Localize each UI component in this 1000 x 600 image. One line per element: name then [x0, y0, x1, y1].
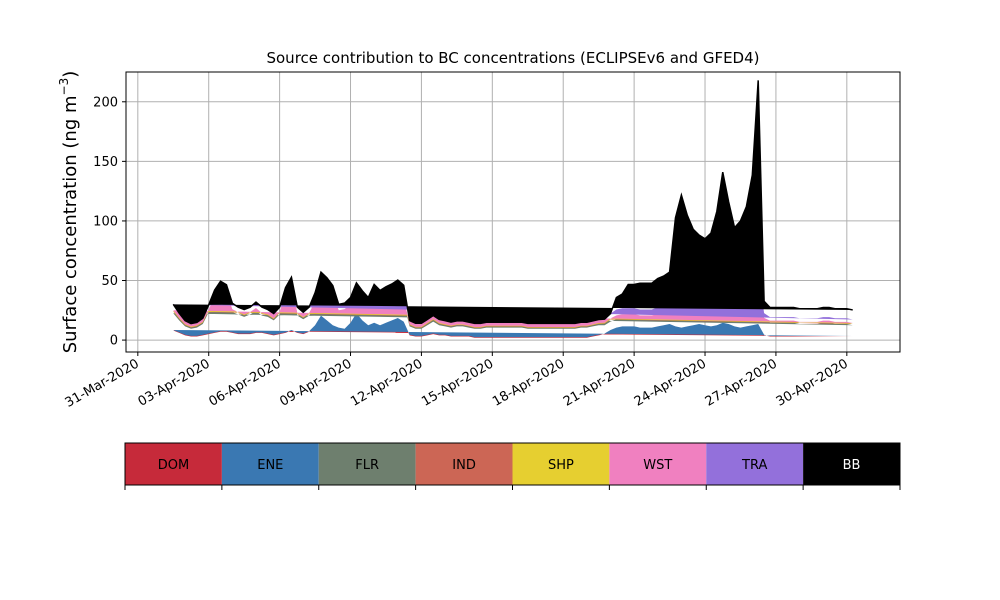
plot-frame	[125, 71, 901, 353]
legend-label-bb: BB	[843, 458, 861, 473]
legend-swatch-flr	[318, 443, 416, 485]
legend-colorbar: DOM ENE FLR IND SHP WST TRA BB	[124, 442, 901, 490]
y-axis-ticks: 0 50 100 150 200	[93, 95, 126, 349]
legend-swatch-wst	[609, 443, 707, 485]
y-axis-label-main: Surface concentration (ng m	[60, 95, 81, 353]
y-tick-label: 0	[110, 334, 118, 349]
legend-swatch-ind	[415, 443, 513, 485]
y-tick-label: 100	[93, 214, 118, 229]
legend-label-flr: FLR	[355, 458, 379, 473]
y-axis-label-close: )	[60, 71, 81, 78]
area-tra	[173, 267, 853, 324]
legend-label-dom: DOM	[158, 458, 189, 473]
legend-label-wst: WST	[643, 458, 672, 473]
y-axis-label-exponent: −3	[57, 78, 71, 96]
area-bb	[173, 80, 853, 324]
legend-swatch-shp	[512, 443, 610, 485]
y-tick-label: 150	[93, 155, 118, 170]
legend-label-shp: SHP	[548, 458, 574, 473]
y-tick-label: 200	[93, 95, 118, 110]
legend-label-tra: TRA	[741, 458, 767, 473]
total-outline	[172, 80, 853, 325]
area-ene	[173, 313, 853, 338]
legend-swatch-dom	[125, 443, 222, 485]
chart-title: Source contribution to BC concentrations…	[266, 49, 759, 67]
total-line	[172, 80, 853, 325]
legend-swatch-ene	[221, 443, 319, 485]
y-tick-label: 50	[101, 274, 118, 289]
legend-swatch-bb	[803, 443, 900, 485]
legend-label-ind: IND	[452, 458, 476, 473]
y-axis-label: Surface concentration (ng m−3)	[57, 71, 81, 354]
legend-swatch-tra	[706, 443, 804, 485]
legend-label-ene: ENE	[257, 458, 283, 473]
area-layers	[173, 80, 853, 338]
